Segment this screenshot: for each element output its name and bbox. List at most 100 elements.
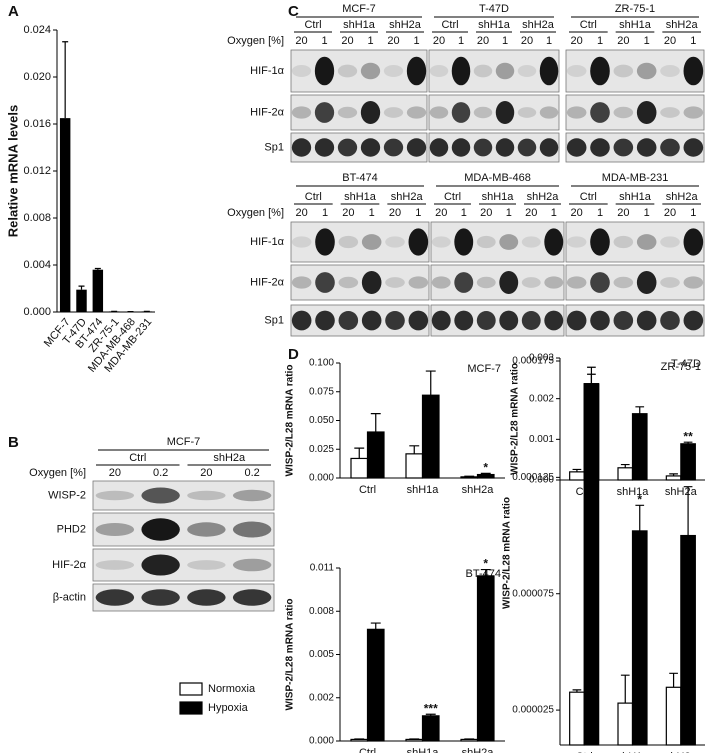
blot-strip [428, 94, 560, 131]
blot-strip [290, 94, 428, 131]
blot-band [517, 138, 537, 157]
lane-label: 1 [461, 207, 467, 219]
blot-band [636, 100, 657, 125]
blot-strip [430, 304, 565, 337]
blot-band [499, 234, 519, 250]
row-label: WISP-2 [48, 489, 86, 501]
lane-label: 1 [413, 35, 419, 47]
blot-band [566, 106, 587, 119]
blot-band [454, 272, 474, 293]
error-bar [409, 445, 420, 454]
lane-label: 20 [664, 207, 676, 219]
blot-band [495, 62, 515, 80]
lane-label: 20 [571, 35, 583, 47]
error-bar [425, 713, 436, 716]
blot-band [337, 138, 358, 157]
lane-label: 1 [546, 35, 552, 47]
group-label: Ctrl [305, 191, 322, 203]
error-bar [62, 41, 69, 119]
blot-strip [565, 304, 705, 337]
lane-label: 1 [458, 35, 464, 47]
blot-band [291, 276, 312, 289]
blot-band [683, 228, 704, 256]
y-tick-label: 0.025 [309, 444, 334, 455]
blot-strip [565, 94, 705, 131]
blot-band [590, 310, 610, 331]
error-bar [572, 689, 582, 693]
panel-label: A [8, 3, 19, 20]
blot-band [338, 276, 359, 289]
lane-label: 20 [617, 35, 629, 47]
blot-strip [428, 132, 560, 163]
blot-band [683, 138, 704, 157]
bar [617, 467, 634, 481]
bar [680, 534, 696, 746]
blot-band [521, 277, 541, 288]
blot-band [383, 107, 404, 118]
bar [92, 269, 104, 312]
blot-band [95, 522, 135, 537]
group-label: shH1a [343, 19, 376, 31]
blot-band [141, 487, 180, 504]
y-tick-label: 0.075 [309, 386, 334, 397]
bar [631, 413, 648, 481]
y-tick-label: 0.003 [529, 353, 554, 364]
blot-band [406, 56, 427, 86]
error-bar [78, 285, 85, 290]
y-tick-label: 0.020 [23, 71, 51, 83]
blot-band [683, 310, 704, 331]
blot-strip [428, 49, 560, 93]
blot-band [473, 64, 493, 78]
blot-band [473, 106, 493, 119]
oxygen-label: Oxygen [%] [227, 207, 284, 219]
blot-band [660, 107, 680, 118]
blot-band [473, 138, 493, 157]
y-tick-label: 0.008 [23, 212, 51, 224]
blot-band [451, 138, 471, 157]
blot-band [499, 270, 519, 295]
significance: *** [424, 701, 438, 715]
oxygen-label: Oxygen [%] [29, 467, 86, 479]
blot-band [660, 65, 680, 77]
group-label: shH1a [619, 19, 652, 31]
row-label: HIF-2α [52, 559, 87, 571]
bar [476, 575, 495, 742]
y-tick-label: 0.000025 [512, 705, 554, 716]
group-label: shH2a [522, 19, 555, 31]
x-tick-label: shH2a [462, 747, 495, 753]
lane-label: 20 [295, 35, 307, 47]
legend-swatch [179, 682, 203, 696]
blot-band [636, 310, 657, 331]
lane-label: 1 [415, 207, 421, 219]
lane-label: 20 [617, 207, 629, 219]
blot-band [544, 310, 564, 331]
blot-strip [290, 304, 430, 337]
group-label: Ctrl [441, 19, 458, 31]
blot-band [544, 276, 564, 289]
legend-label: Hypoxia [208, 702, 249, 714]
blot-band [408, 310, 429, 331]
blot-band [361, 270, 382, 295]
y-axis-label: WISP-2/L28 mRNA ratio [502, 497, 513, 609]
group-label: shH1a [619, 191, 652, 203]
blot-band [385, 310, 405, 331]
lane-label: 1 [367, 35, 373, 47]
cell-line-label: MDA-MB-468 [464, 172, 531, 184]
blot-band [590, 56, 610, 86]
lane-label: 1 [597, 207, 603, 219]
group-label: Ctrl [580, 19, 597, 31]
row-label: Sp1 [264, 314, 284, 326]
blot-band [683, 276, 704, 289]
blot-strip [290, 132, 428, 163]
y-tick-label: 0.011 [310, 563, 335, 574]
blot-band [429, 106, 449, 119]
y-tick-label: 0.000 [309, 473, 334, 484]
error-bar [635, 406, 645, 414]
blot-strip [565, 49, 705, 93]
blot-band [314, 56, 335, 86]
lane-label: 1 [644, 207, 650, 219]
bar [421, 394, 440, 479]
group-label: shH1a [482, 191, 515, 203]
blot-band [385, 236, 405, 248]
group-label: Ctrl [444, 191, 461, 203]
